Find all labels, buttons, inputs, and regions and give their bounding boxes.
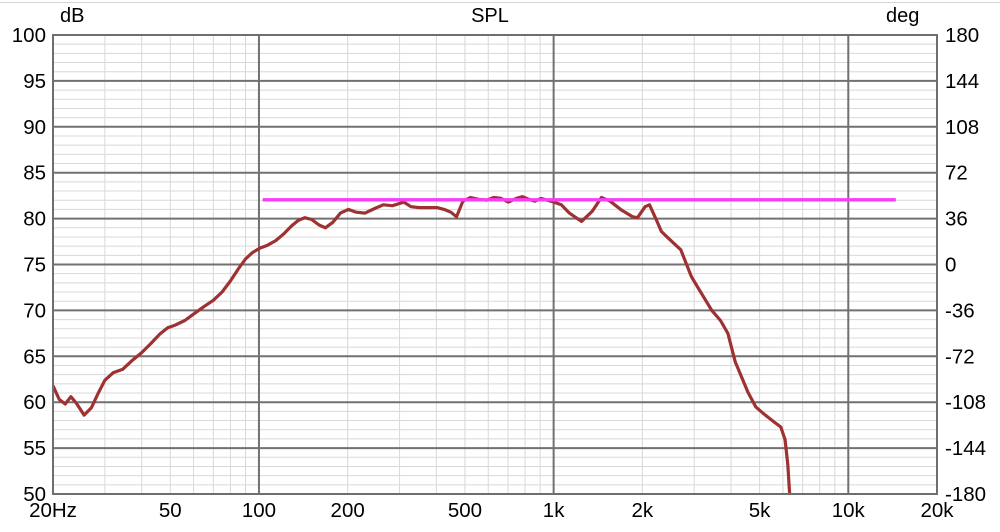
right-axis-tick-label: 108 (945, 116, 979, 139)
x-axis-tick-label: 5k (749, 499, 771, 522)
x-axis-tick-label: 200 (331, 499, 365, 522)
left-axis-tick-label: 75 (23, 254, 46, 277)
right-axis-tick-label: 72 (945, 162, 968, 185)
right-axis-tick-label: -144 (945, 437, 986, 460)
x-axis-tick-label: 100 (242, 499, 276, 522)
left-axis-tick-label: 95 (23, 70, 46, 93)
left-axis-tick-label: 90 (23, 116, 46, 139)
x-axis-tick-label: 1k (543, 499, 565, 522)
top-separator (0, 2, 1000, 3)
right-axis-tick-label: 144 (945, 70, 979, 93)
right-axis-tick-label: 36 (945, 208, 968, 231)
right-axis-tick-label: -72 (945, 345, 975, 368)
right-axis-tick-label: 0 (945, 254, 956, 277)
x-axis-tick-label: 50 (159, 499, 182, 522)
right-axis-tick-label: -36 (945, 299, 975, 322)
x-axis-tick-label: 20Hz (29, 499, 77, 522)
left-axis-tick-label: 100 (12, 24, 46, 47)
left-axis-tick-label: 70 (23, 299, 46, 322)
x-axis-tick-label: 500 (448, 499, 482, 522)
left-axis-tick-label: 60 (23, 391, 46, 414)
right-axis-tick-label: 180 (945, 24, 979, 47)
right-axis-tick-label: -180 (945, 483, 986, 506)
right-axis-unit-label: deg (886, 5, 920, 27)
x-axis-tick-label: 2k (632, 499, 654, 522)
right-axis-tick-label: -108 (945, 391, 986, 414)
left-axis-unit-label: dB (60, 5, 85, 27)
plot-border (52, 34, 938, 495)
left-axis-tick-label: 55 (23, 437, 46, 460)
left-axis-tick-label: 50 (23, 483, 46, 506)
left-axis-tick-label: 85 (23, 162, 46, 185)
left-axis-tick-label: 65 (23, 345, 46, 368)
x-axis-tick-label: 10k (832, 499, 866, 522)
left-axis-tick-label: 80 (23, 208, 46, 231)
spl-curve (53, 195, 792, 494)
chart-title: SPL (471, 5, 509, 27)
x-axis-tick-label: 20k (920, 499, 954, 522)
